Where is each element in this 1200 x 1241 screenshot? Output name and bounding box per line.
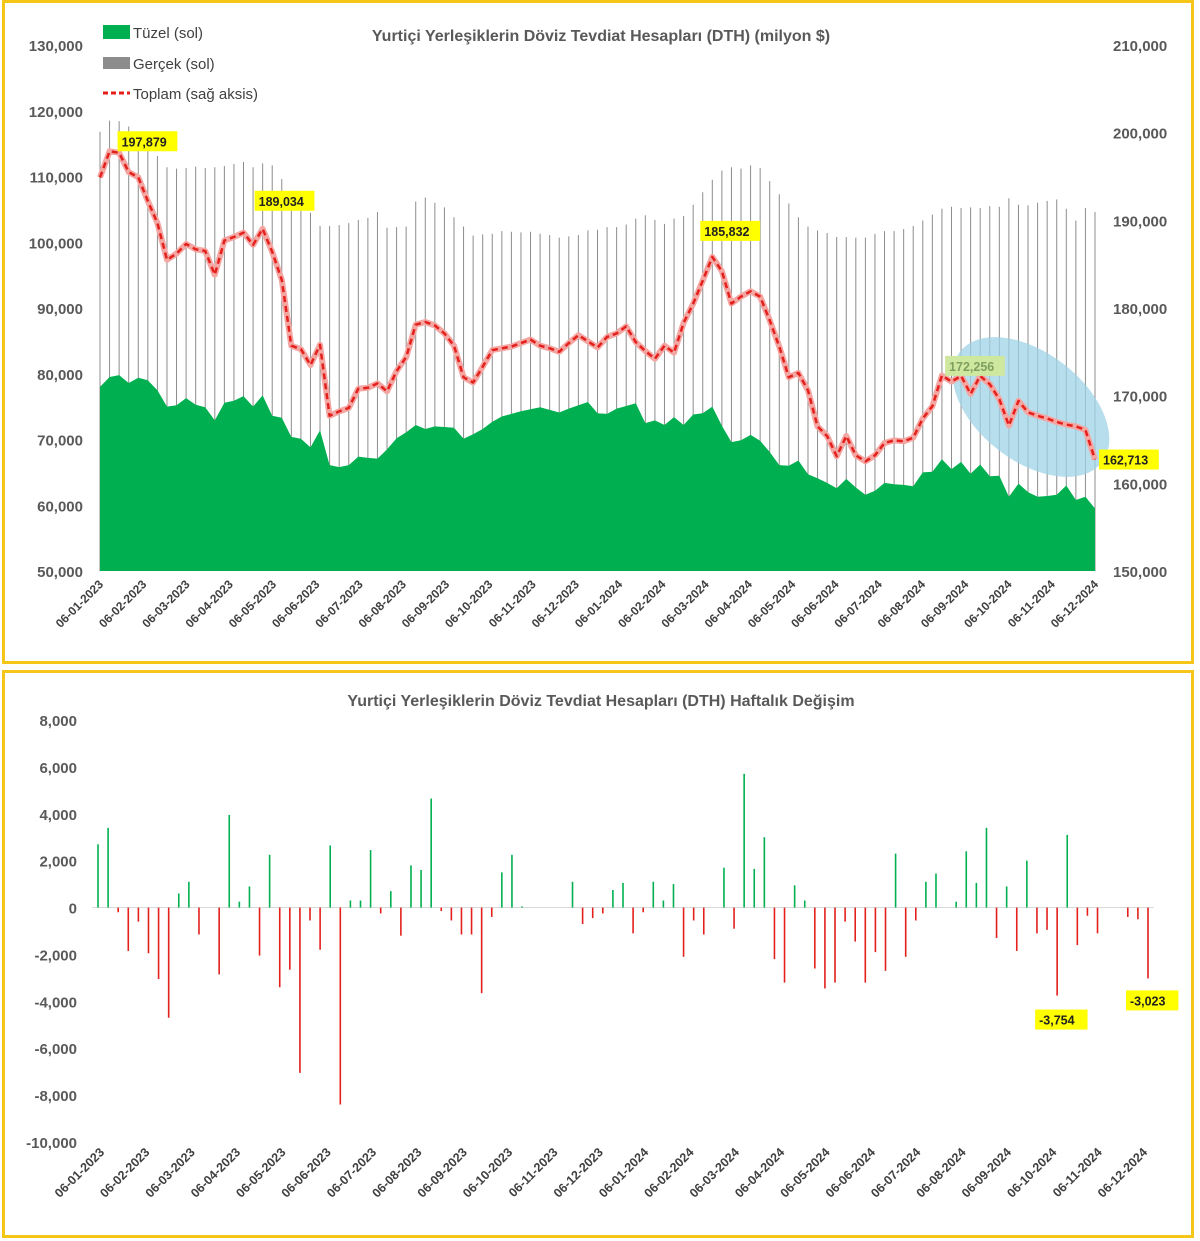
- y-tick-label: -8,000: [34, 1088, 77, 1105]
- weekly-change-bars: [92, 773, 1154, 1105]
- x-axis-ticks: 06-01-202306-02-202306-03-202306-04-2023…: [53, 577, 1102, 631]
- callout-label: 189,034: [259, 195, 304, 209]
- dth-level-chart-panel: 50,000 60,000 70,000 80,000 90,000 100,000 110…: [2, 0, 1194, 664]
- value-callouts: -3,754 -3,023: [1035, 990, 1179, 1030]
- y-right-tick-label: 190,000: [1113, 213, 1167, 230]
- callout-box: [1099, 449, 1159, 470]
- callout-label: 185,832: [704, 225, 749, 239]
- callout-label: 162,713: [1103, 454, 1148, 468]
- legend-swatch-gercek: [103, 57, 130, 69]
- callout-box: [700, 220, 761, 241]
- y-axis-ticks: -10,000 -8,000 -6,000 -4,000 -2,000 0 2,000 4,0…: [26, 713, 77, 1152]
- y-left-tick-label: 80,000: [37, 367, 83, 384]
- x-tick-label: 06-12-2024: [1048, 577, 1102, 631]
- callout-label: 197,879: [122, 135, 167, 149]
- y-right-tick-label: 200,000: [1113, 126, 1167, 143]
- legend-label-toplam: Toplam (sağ aksis): [133, 86, 258, 103]
- y-tick-label: -4,000: [34, 994, 77, 1011]
- left-axis-ticks: 50,000 60,000 70,000 80,000 90,000 100,000 110…: [29, 38, 83, 581]
- y-left-tick-label: 70,000: [37, 433, 83, 450]
- y-right-tick-label: 150,000: [1113, 564, 1167, 581]
- y-tick-label: 4,000: [39, 807, 77, 824]
- toplam-line-shadow: [97, 148, 1098, 465]
- legend-swatch-tuzel: [103, 25, 130, 39]
- y-right-tick-label: 160,000: [1113, 476, 1167, 493]
- dth-weekly-change-chart: -10,000 -8,000 -6,000 -4,000 -2,000 0 2,000 4,0…: [26, 693, 1179, 1200]
- y-right-tick-label: 210,000: [1113, 38, 1167, 55]
- x-axis-ticks: 06-01-202306-02-202306-03-202306-04-2023…: [52, 1145, 1150, 1200]
- x-tick-label: 06-12-2024: [1095, 1145, 1150, 1200]
- toplam-line-layer: [97, 148, 1098, 465]
- y-tick-label: 2,000: [39, 854, 77, 871]
- value-callouts: 197,879 189,034 185,832 172,256 162,713: [117, 131, 1159, 470]
- y-tick-label: -6,000: [34, 1041, 77, 1058]
- y-left-tick-label: 100,000: [29, 235, 83, 252]
- callout-label: -3,023: [1130, 994, 1165, 1008]
- y-tick-label: 6,000: [39, 760, 77, 777]
- legend: Tüzel (sol) Gerçek (sol) Toplam (sağ aks…: [103, 25, 258, 103]
- y-tick-label: 0: [69, 901, 77, 918]
- y-left-tick-label: 90,000: [37, 301, 83, 318]
- y-right-tick-label: 170,000: [1113, 389, 1167, 406]
- callout-box: [117, 131, 178, 152]
- y-right-tick-label: 180,000: [1113, 301, 1167, 318]
- callout-box: [1126, 990, 1179, 1011]
- legend-label-gercek: Gerçek (sol): [133, 56, 215, 73]
- right-axis-ticks: 150,000 160,000 170,000 180,000 190,000 200,0…: [1113, 38, 1167, 581]
- y-tick-label: -10,000: [26, 1135, 77, 1152]
- y-tick-label: -2,000: [34, 947, 77, 964]
- callout-label: -3,754: [1039, 1014, 1074, 1028]
- tuzel-area: [100, 375, 1095, 571]
- legend-label-tuzel: Tüzel (sol): [133, 25, 203, 42]
- y-left-tick-label: 130,000: [29, 38, 83, 55]
- y-tick-label: 8,000: [39, 713, 77, 730]
- y-left-tick-label: 120,000: [29, 104, 83, 121]
- chart-title: Yurtiçi Yerleşiklerin Döviz Tevdiat Hesa…: [347, 693, 854, 710]
- y-left-tick-label: 60,000: [37, 498, 83, 515]
- chart-title: Yurtiçi Yerleşiklerin Döviz Tevdiat Hesa…: [372, 28, 830, 45]
- callout-box: [945, 355, 1005, 376]
- y-left-tick-label: 110,000: [30, 170, 83, 187]
- callout-box: [1035, 1009, 1088, 1030]
- callout-label: 172,256: [949, 360, 994, 374]
- dth-level-chart: 50,000 60,000 70,000 80,000 90,000 100,000 110…: [29, 25, 1167, 631]
- dth-weekly-change-panel: -10,000 -8,000 -6,000 -4,000 -2,000 0 2,000 4,0…: [2, 670, 1194, 1238]
- y-left-tick-label: 50,000: [37, 564, 83, 581]
- callout-box: [254, 190, 315, 211]
